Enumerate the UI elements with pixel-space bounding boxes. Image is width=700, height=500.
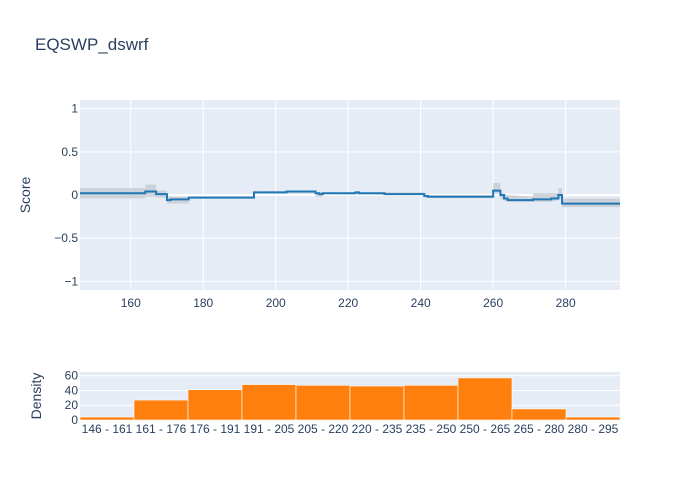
score-y-tick-label: 0.5 bbox=[61, 145, 78, 159]
score-y-tick-label: −1 bbox=[64, 274, 78, 288]
score-subplot: 160 180 200 220 240 260 280 1 0.5 0 −0.5 −1 Score bbox=[17, 100, 620, 310]
score-y-tick-labels: 1 0.5 0 −0.5 −1 bbox=[54, 102, 78, 289]
density-y-tick-label: 0 bbox=[71, 413, 78, 427]
density-bar bbox=[79, 416, 135, 421]
density-bar bbox=[565, 416, 621, 421]
score-band-area bbox=[80, 182, 620, 208]
score-confidence-band bbox=[80, 182, 620, 208]
density-x-tick-label: 176 - 191 bbox=[190, 422, 241, 436]
density-bar bbox=[457, 377, 513, 421]
density-x-tick-label: 250 - 265 bbox=[460, 422, 511, 436]
score-x-tick-labels: 160 180 200 220 240 260 280 bbox=[121, 296, 576, 310]
density-x-tick-label: 235 - 250 bbox=[406, 422, 457, 436]
score-y-tick-label: −0.5 bbox=[54, 231, 78, 245]
density-x-tick-labels: 146 - 161 161 - 176 176 - 191 191 - 205 205 … bbox=[82, 422, 619, 436]
density-x-tick-label: 280 - 295 bbox=[568, 422, 619, 436]
density-bar bbox=[349, 385, 405, 421]
density-bar bbox=[403, 384, 459, 421]
density-x-tick-label: 220 - 235 bbox=[352, 422, 403, 436]
density-x-tick-label: 146 - 161 bbox=[82, 422, 133, 436]
score-line bbox=[80, 189, 620, 205]
density-y-tick-label: 60 bbox=[65, 369, 79, 383]
score-y-tick-label: 0 bbox=[71, 188, 78, 202]
density-y-tick-label: 20 bbox=[65, 398, 79, 412]
score-x-tick-label: 180 bbox=[193, 296, 213, 310]
density-bar bbox=[295, 384, 351, 421]
score-x-tick-label: 240 bbox=[411, 296, 431, 310]
density-bar bbox=[187, 389, 243, 421]
score-x-tick-label: 260 bbox=[483, 296, 503, 310]
density-y-tick-label: 40 bbox=[65, 383, 79, 397]
density-bars bbox=[79, 377, 621, 421]
score-x-tick-label: 280 bbox=[556, 296, 576, 310]
density-subplot: 146 - 161 161 - 176 176 - 191 191 - 205 205 … bbox=[28, 369, 621, 436]
score-x-tick-label: 160 bbox=[121, 296, 141, 310]
density-x-tick-label: 205 - 220 bbox=[298, 422, 349, 436]
density-x-tick-label: 265 - 280 bbox=[514, 422, 565, 436]
density-bar bbox=[133, 399, 189, 421]
score-x-tick-label: 220 bbox=[338, 296, 358, 310]
density-bar bbox=[241, 384, 297, 421]
density-bar bbox=[511, 408, 567, 421]
score-line-group bbox=[80, 189, 620, 205]
density-x-tick-label: 191 - 205 bbox=[244, 422, 295, 436]
score-y-tick-label: 1 bbox=[71, 102, 78, 116]
score-y-axis-label: Score bbox=[17, 177, 33, 214]
density-y-axis-label: Density bbox=[28, 373, 44, 420]
score-gridlines bbox=[80, 100, 620, 290]
chart-title: EQSWP_dswrf bbox=[35, 35, 149, 54]
density-x-tick-label: 161 - 176 bbox=[136, 422, 187, 436]
score-x-tick-label: 200 bbox=[266, 296, 286, 310]
